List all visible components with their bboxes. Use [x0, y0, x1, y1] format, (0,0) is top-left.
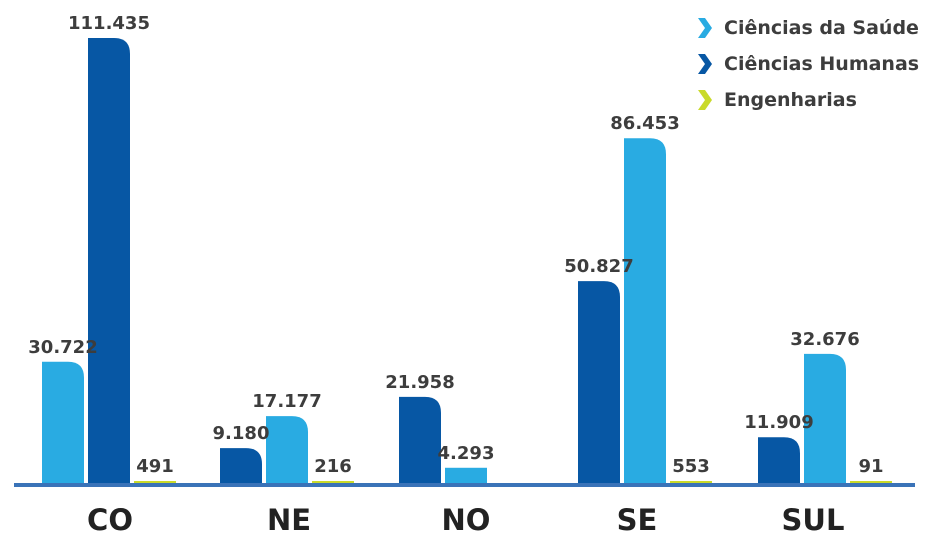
- bar-no-ci-ncias-humanas: [399, 396, 441, 485]
- bar-sul-ci-ncias-da-sa-de: [804, 353, 846, 485]
- value-label: 21.958: [385, 372, 454, 393]
- legend-item-ciencias-humanas: Ciências Humanas: [694, 46, 919, 82]
- bar-ne-ci-ncias-da-sa-de: [266, 416, 308, 485]
- category-label-no: NO: [442, 503, 491, 537]
- legend-item-ciencias-da-saude: Ciências da Saúde: [694, 10, 919, 46]
- bars-layer: [42, 38, 892, 485]
- chevron-right-icon: [698, 90, 712, 110]
- value-label: 9.180: [213, 423, 270, 444]
- legend-item-engenharias: Engenharias: [694, 82, 919, 118]
- value-label: 50.827: [564, 256, 633, 277]
- value-label: 30.722: [28, 337, 97, 358]
- legend: Ciências da Saúde Ciências Humanas Engen…: [694, 10, 919, 118]
- value-label: 216: [314, 456, 352, 477]
- value-label: 553: [672, 456, 710, 477]
- bar-se-ci-ncias-humanas: [578, 281, 620, 485]
- bar-ne-ci-ncias-humanas: [220, 448, 262, 485]
- bar-co-ci-ncias-humanas: [88, 38, 130, 485]
- bar-co-ci-ncias-da-sa-de: [42, 361, 84, 485]
- value-label: 11.909: [744, 412, 813, 433]
- value-label: 111.435: [68, 13, 150, 34]
- legend-label: Ciências da Saúde: [724, 17, 919, 39]
- category-label-sul: SUL: [782, 503, 845, 537]
- chevron-right-icon: [698, 54, 712, 74]
- bar-se-ci-ncias-da-sa-de: [624, 138, 666, 485]
- value-label: 4.293: [438, 443, 495, 464]
- chevron-right-icon: [698, 18, 712, 38]
- category-labels-layer: CO NE NO SE SUL: [87, 503, 844, 537]
- category-label-ne: NE: [267, 503, 311, 537]
- category-label-co: CO: [87, 503, 133, 537]
- value-label: 91: [858, 456, 883, 477]
- value-label: 491: [136, 456, 174, 477]
- legend-label: Ciências Humanas: [724, 53, 920, 75]
- value-label: 17.177: [252, 391, 321, 412]
- bar-no-ci-ncias-da-sa-de: [445, 467, 487, 485]
- value-labels-layer: 30.722 111.435 491 9.180 17.177 216 21.958 4.29…: [28, 13, 883, 477]
- legend-label: Engenharias: [724, 89, 857, 111]
- value-label: 32.676: [790, 329, 859, 350]
- category-label-se: SE: [617, 503, 658, 537]
- bar-sul-ci-ncias-humanas: [758, 437, 800, 485]
- value-label: 86.453: [610, 113, 679, 134]
